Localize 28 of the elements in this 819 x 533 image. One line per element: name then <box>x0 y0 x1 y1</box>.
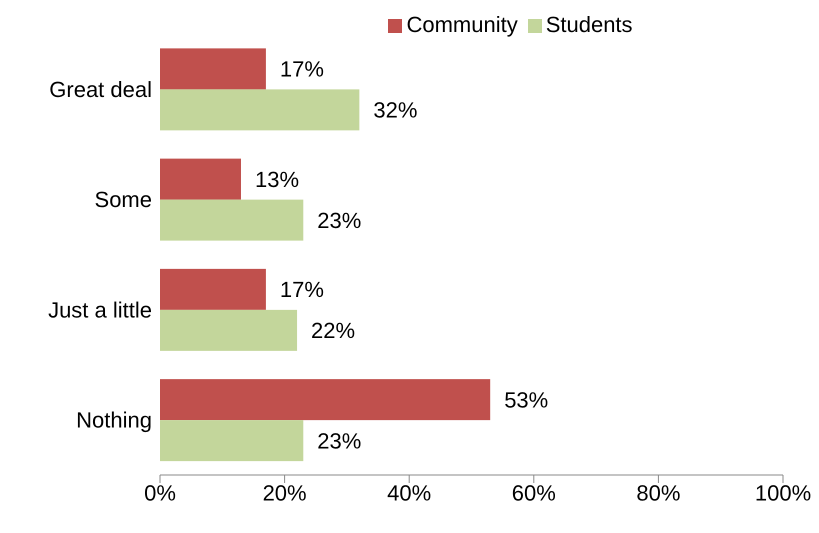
x-tick-label: 100% <box>754 480 812 506</box>
bar <box>160 420 304 462</box>
bar <box>160 200 304 241</box>
y-tick-label: Nothing <box>76 408 152 433</box>
y-tick-label: Some <box>94 187 152 212</box>
data-label: 53% <box>504 387 548 412</box>
x-tick-label: 40% <box>387 480 432 506</box>
data-label: 22% <box>311 318 356 344</box>
data-label: 13% <box>254 166 300 192</box>
bar <box>160 89 360 130</box>
bar <box>160 310 298 351</box>
x-tick-label: 20% <box>262 480 307 506</box>
data-label: 23% <box>317 208 362 233</box>
bar <box>160 379 490 420</box>
y-tick-label: Great deal <box>49 76 152 102</box>
legend-label: Students <box>546 12 633 37</box>
x-tick-label: 80% <box>636 480 680 506</box>
data-label: 17% <box>280 56 324 82</box>
bar <box>160 268 266 310</box>
x-tick-label: 60% <box>512 480 556 506</box>
bar <box>160 48 266 90</box>
data-label: 17% <box>280 277 324 302</box>
y-tick-label: Just a little <box>48 297 152 322</box>
data-label: 23% <box>317 428 362 454</box>
x-tick-label: 0% <box>144 480 176 506</box>
legend-label: Community <box>406 12 518 37</box>
data-label: 32% <box>373 98 418 123</box>
bar <box>160 158 241 200</box>
